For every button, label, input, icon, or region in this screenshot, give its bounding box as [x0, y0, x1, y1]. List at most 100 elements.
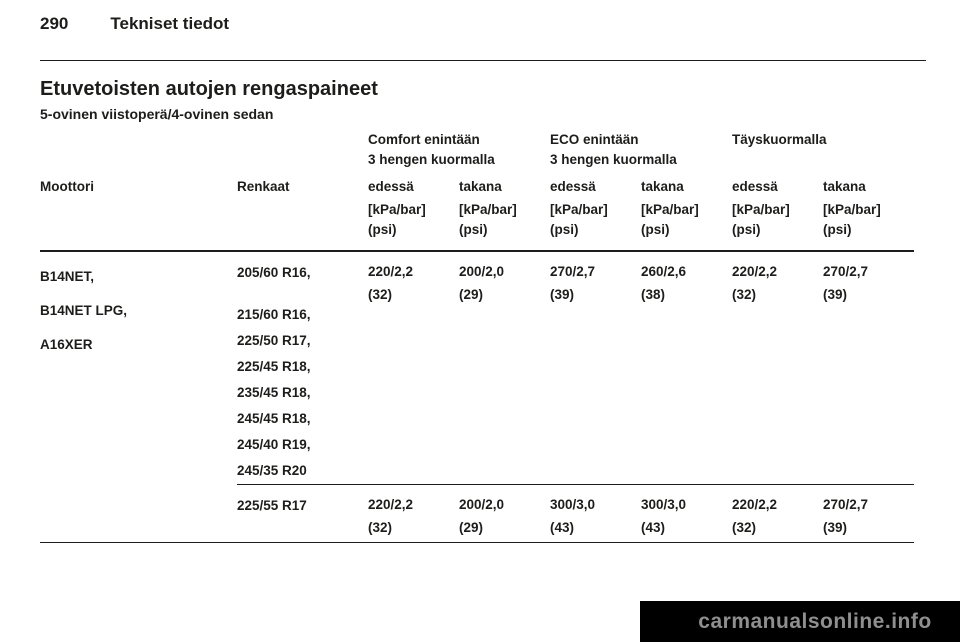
unit-label: [kPa/bar] (psi): [732, 200, 823, 252]
group-header-comfort: Comfort enintään 3 hengen kuormalla: [368, 130, 550, 176]
tires-cell: 225/55 R17: [237, 485, 368, 543]
unit-psi: (psi): [550, 222, 579, 237]
pressure-kpa-bar: 300/3,0: [550, 497, 596, 512]
unit-label: [kPa/bar] (psi): [368, 200, 459, 252]
tire-size: 245/40 R19,: [237, 437, 311, 452]
pressure-cell: 270/2,7 (39): [550, 252, 641, 485]
engine-cell: B14NET, B14NET LPG, A16XER: [40, 252, 237, 485]
engine-name: A16XER: [40, 337, 93, 352]
unit-kpa-bar: [kPa/bar]: [459, 202, 517, 217]
pressure-kpa-bar: 200/2,0: [459, 264, 505, 279]
pressure-cell: 220/2,2 (32): [732, 252, 823, 485]
unit-label: [kPa/bar] (psi): [641, 200, 732, 252]
group-header-full-load-line1: Täyskuormalla: [732, 132, 827, 147]
pressure-psi: (38): [641, 287, 666, 302]
pressure-cell: 220/2,2 (32): [732, 485, 823, 543]
tire-size: 215/60 R16,: [237, 307, 311, 322]
pressure-cell: 200/2,0 (29): [459, 252, 550, 485]
engine-name: B14NET,: [40, 269, 95, 284]
pressure-psi: (32): [368, 287, 393, 302]
unit-psi: (psi): [641, 222, 670, 237]
tires-cell: 205/60 R16, 215/60 R16, 225/50 R17, 225/…: [237, 252, 368, 485]
pressure-psi: (39): [550, 287, 575, 302]
unit-psi: (psi): [823, 222, 852, 237]
pressure-psi: (39): [823, 520, 848, 535]
engine-name: B14NET LPG,: [40, 303, 128, 318]
pressure-kpa-bar: 220/2,2: [368, 264, 414, 279]
table-units-row: [kPa/bar] (psi) [kPa/bar] (psi) [kPa/bar…: [40, 200, 914, 252]
group-header-eco-line2: 3 hengen kuormalla: [550, 152, 677, 167]
tire-size: 245/35 R20: [237, 463, 307, 478]
column-header-front: edessä: [368, 179, 414, 194]
group-header-spacer: [40, 130, 368, 176]
tire-size: 235/45 R18,: [237, 385, 311, 400]
unit-kpa-bar: [kPa/bar]: [823, 202, 881, 217]
column-header-rear: takana: [641, 179, 684, 194]
unit-kpa-bar: [kPa/bar]: [641, 202, 699, 217]
group-header-eco-line1: ECO enintään: [550, 132, 639, 147]
pressure-kpa-bar: 220/2,2: [732, 264, 778, 279]
unit-label: [kPa/bar] (psi): [823, 200, 914, 252]
pressure-cell: 220/2,2 (32): [368, 252, 459, 485]
pressure-psi: (29): [459, 520, 484, 535]
pressure-psi: (43): [641, 520, 666, 535]
unit-psi: (psi): [368, 222, 397, 237]
unit-kpa-bar: [kPa/bar]: [732, 202, 790, 217]
pressure-cell: 270/2,7 (39): [823, 252, 914, 485]
tire-size: 245/45 R18,: [237, 411, 311, 426]
column-header-tires: Renkaat: [237, 179, 290, 194]
pressure-kpa-bar: 300/3,0: [641, 497, 687, 512]
unit-label: [kPa/bar] (psi): [459, 200, 550, 252]
chapter-title: Tekniset tiedot: [110, 14, 230, 33]
pressure-psi: (32): [732, 520, 757, 535]
pressure-psi: (29): [459, 287, 484, 302]
unit-psi: (psi): [459, 222, 488, 237]
pressure-cell: 260/2,6 (38): [641, 252, 732, 485]
group-header-full-load: Täyskuormalla: [732, 130, 914, 176]
watermark-text: carmanualsonline.info: [698, 609, 932, 633]
pressure-kpa-bar: 270/2,7: [823, 497, 869, 512]
section-title: Etuvetoisten autojen rengaspaineet: [40, 78, 378, 100]
unit-label: [kPa/bar] (psi): [550, 200, 641, 252]
table-row: 225/55 R17 220/2,2 (32) 200/2,0 (29) 300…: [40, 485, 914, 543]
group-header-comfort-line1: Comfort enintään: [368, 132, 480, 147]
column-header-engine: Moottori: [40, 179, 94, 194]
unit-psi: (psi): [732, 222, 761, 237]
column-header-rear: takana: [823, 179, 866, 194]
watermark-bar: carmanualsonline.info: [640, 601, 960, 642]
pressure-psi: (32): [732, 287, 757, 302]
group-header-eco: ECO enintään 3 hengen kuormalla: [550, 130, 732, 176]
page-header: 290 Tekniset tiedot: [40, 14, 229, 34]
tire-pressure-table: Comfort enintään 3 hengen kuormalla ECO …: [40, 130, 914, 543]
engine-cell: [40, 485, 237, 543]
pressure-kpa-bar: 260/2,6: [641, 264, 687, 279]
units-spacer: [237, 200, 368, 252]
table-row: B14NET, B14NET LPG, A16XER 205/60 R16, 2…: [40, 252, 914, 485]
pressure-cell: 220/2,2 (32): [368, 485, 459, 543]
pressure-cell: 270/2,7 (39): [823, 485, 914, 543]
unit-kpa-bar: [kPa/bar]: [368, 202, 426, 217]
page-number: 290: [40, 14, 69, 33]
subsection-title: 5-ovinen viistoperä/4-ovinen sedan: [40, 106, 274, 122]
pressure-cell: 300/3,0 (43): [550, 485, 641, 543]
pressure-psi: (43): [550, 520, 575, 535]
pressure-kpa-bar: 270/2,7: [550, 264, 596, 279]
units-spacer: [40, 200, 237, 252]
tire-size: 205/60 R16,: [237, 265, 311, 280]
pressure-cell: 300/3,0 (43): [641, 485, 732, 543]
pressure-psi: (39): [823, 287, 848, 302]
tire-size: 225/45 R18,: [237, 359, 311, 374]
tire-size: 225/50 R17,: [237, 333, 311, 348]
pressure-kpa-bar: 200/2,0: [459, 497, 505, 512]
group-header-comfort-line2: 3 hengen kuormalla: [368, 152, 495, 167]
table-group-header-row: Comfort enintään 3 hengen kuormalla ECO …: [40, 130, 914, 176]
pressure-kpa-bar: 220/2,2: [368, 497, 414, 512]
pressure-kpa-bar: 220/2,2: [732, 497, 778, 512]
column-header-front: edessä: [732, 179, 778, 194]
unit-kpa-bar: [kPa/bar]: [550, 202, 608, 217]
pressure-cell: 200/2,0 (29): [459, 485, 550, 543]
pressure-kpa-bar: 270/2,7: [823, 264, 869, 279]
pressure-psi: (32): [368, 520, 393, 535]
header-divider: [40, 60, 926, 61]
